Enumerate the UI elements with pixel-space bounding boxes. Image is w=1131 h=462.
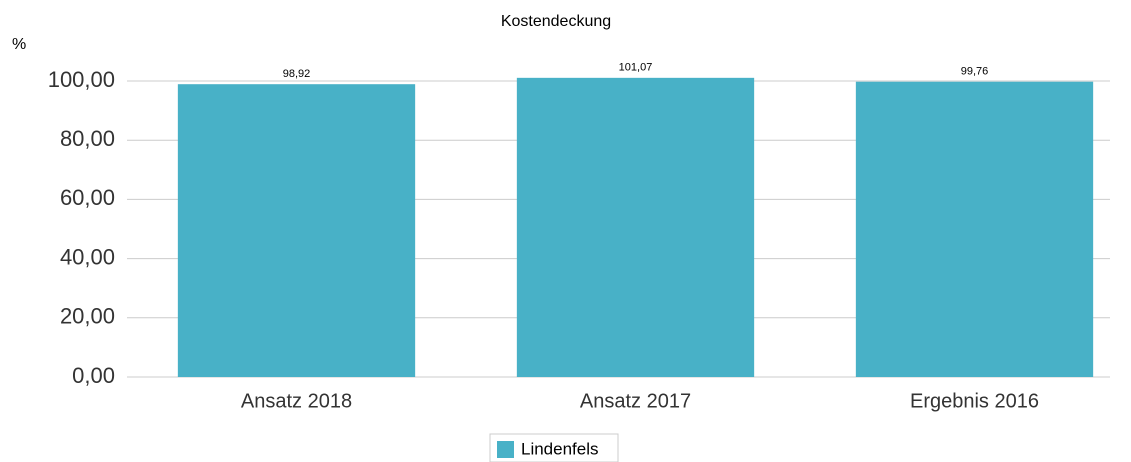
x-tick-label: Ergebnis 2016 [910,390,1039,412]
y-tick-label: 0,00 [72,363,115,388]
x-tick-label: Ansatz 2018 [241,390,352,412]
legend-frame [489,433,619,462]
x-tick-label: Ansatz 2017 [580,390,691,412]
legend-label: Lindenfels [521,439,599,458]
y-tick-label: 20,00 [60,304,115,329]
y-axis-label: % [12,36,26,53]
bar [177,84,416,377]
bar [855,81,1094,378]
value-label: 99,76 [961,66,989,78]
bar [516,77,755,378]
y-tick-label: 100,00 [48,67,115,92]
y-tick-label: 80,00 [60,126,115,151]
y-tick-label: 60,00 [60,185,115,210]
value-label: 98,92 [283,68,311,80]
legend-swatch [497,441,514,458]
y-tick-label: 40,00 [60,244,115,269]
value-label: 101,07 [619,62,653,74]
chart-title: Kostendeckung [501,13,611,30]
